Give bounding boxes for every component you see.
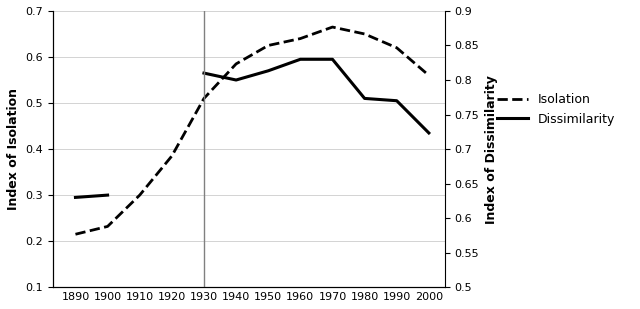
Isolation xyxy=(136,193,143,197)
Isolation xyxy=(425,74,433,77)
Dissimilarity xyxy=(104,193,111,197)
Y-axis label: Index of Isolation: Index of Isolation xyxy=(7,88,20,210)
Isolation xyxy=(328,25,336,29)
Isolation xyxy=(104,225,111,228)
Isolation xyxy=(168,154,175,158)
Isolation xyxy=(200,97,208,100)
Isolation xyxy=(393,46,401,50)
Isolation xyxy=(264,44,272,47)
Isolation xyxy=(72,232,79,236)
Line: Dissimilarity: Dissimilarity xyxy=(76,195,108,197)
Isolation xyxy=(361,32,369,36)
Dissimilarity xyxy=(72,196,79,199)
Legend: Isolation, Dissimilarity: Isolation, Dissimilarity xyxy=(492,88,621,130)
Isolation xyxy=(296,37,304,40)
Y-axis label: Index of Dissimilarity: Index of Dissimilarity xyxy=(485,75,498,223)
Line: Isolation: Isolation xyxy=(76,27,429,234)
Isolation xyxy=(232,62,240,66)
